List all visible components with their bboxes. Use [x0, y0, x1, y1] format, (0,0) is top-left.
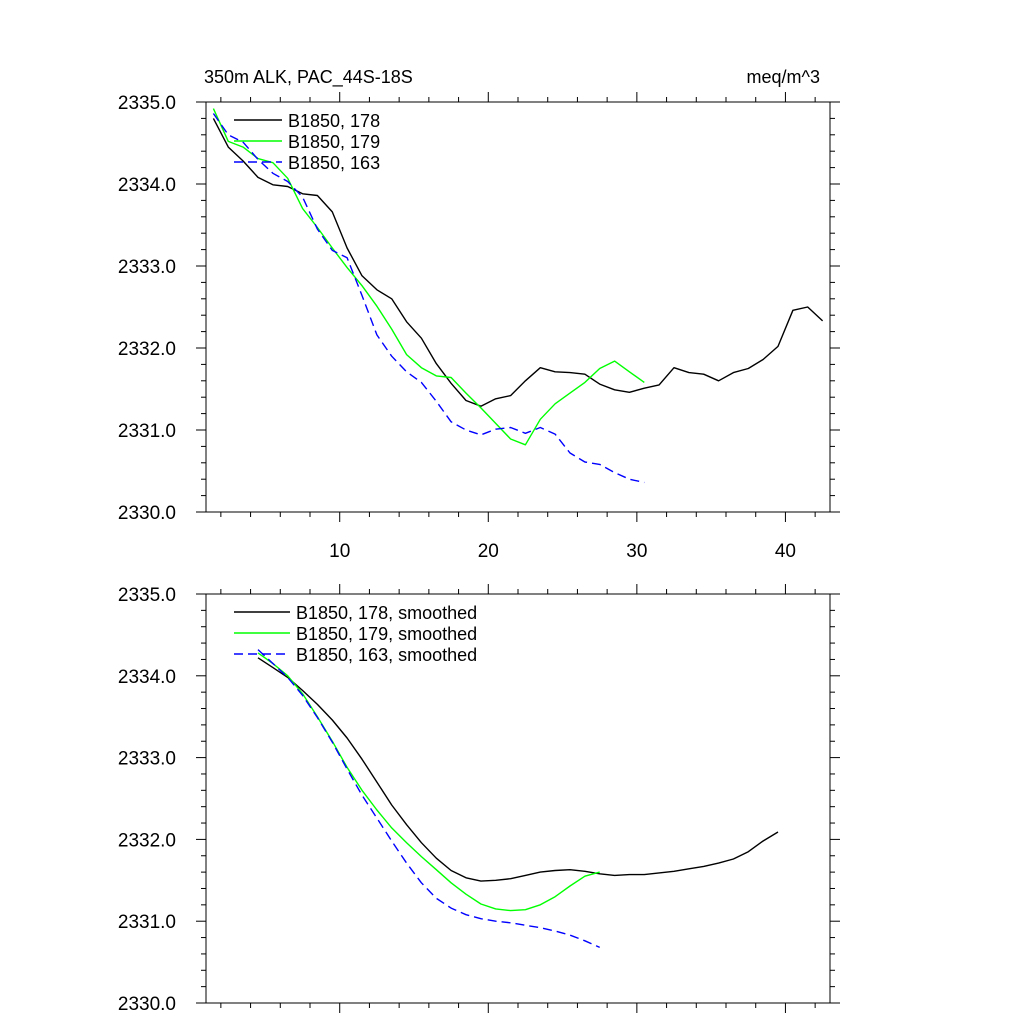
y-tick-label: 2335.0: [118, 585, 176, 606]
legend-label-2: B1850, 179, smoothed: [296, 624, 477, 644]
legend-label-3: B1850, 163: [288, 153, 380, 173]
x-tick-label: 10: [329, 541, 350, 562]
legend-label-2: B1850, 179: [288, 132, 380, 152]
y-tick-label: 2333.0: [118, 257, 176, 278]
y-tick-label: 2334.0: [118, 175, 176, 196]
y-tick-label: 2330.0: [118, 994, 176, 1015]
y-tick-label: 2332.0: [118, 830, 176, 851]
x-tick-label: 40: [775, 541, 796, 562]
series-line-1: [257, 657, 779, 882]
y-tick-label: 2333.0: [118, 749, 176, 770]
x-tick-label: 30: [626, 541, 647, 562]
panel-1: 2330.0 2331.0 2332.0 2333.0 2334.0 2335.0 10 20…: [118, 67, 840, 562]
legend-label-1: B1850, 178, smoothed: [296, 603, 477, 623]
x-tick-label: 20: [478, 541, 499, 562]
y-tick-label: 2331.0: [118, 421, 176, 442]
y-tick-label: 2331.0: [118, 912, 176, 933]
panel-2: 2330.0 2331.0 2332.0 2333.0 2334.0 2335.0 B185…: [118, 584, 840, 1015]
series-line-3: [212, 113, 645, 484]
series-line-2: [257, 652, 600, 912]
y-tick-label: 2330.0: [118, 503, 176, 524]
legend-label-1: B1850, 178: [288, 111, 380, 131]
y-tick-label: 2332.0: [118, 339, 176, 360]
series-line-3: [257, 649, 600, 949]
series-line-1: [212, 118, 824, 407]
y-tick-label: 2334.0: [118, 667, 176, 688]
chart-title: 350m ALK, PAC_44S-18S: [204, 67, 413, 88]
units-label: meq/m^3: [747, 67, 820, 87]
series-line-2: [212, 108, 645, 446]
legend-label-3: B1850, 163, smoothed: [296, 645, 477, 665]
y-tick-label: 2335.0: [118, 93, 176, 114]
